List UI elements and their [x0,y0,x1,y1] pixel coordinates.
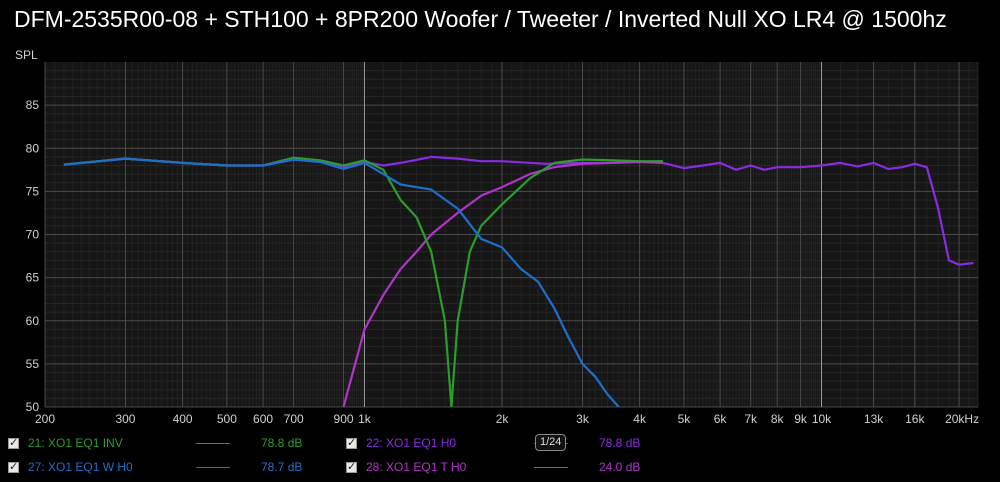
legend-line-swatch [534,466,568,468]
x-tick-label: 700 [284,412,304,426]
series-layer [63,155,974,407]
y-tick-label: 80 [26,141,40,155]
y-tick-label: 85 [26,98,40,112]
x-tick-label: 6k [714,412,728,426]
legend-entry: 27: XO1 EQ1 W H0 78.7 dB [8,457,302,477]
x-tick-label: 300 [115,412,135,426]
legend-series-name: 27: XO1 EQ1 W H0 [28,460,133,474]
x-tick-label: 10k [812,412,832,426]
chart-title: DFM-2535R00-08 + STH100 + 8PR200 Woofer … [14,6,947,32]
smoothing-badge[interactable]: 1/24 [535,434,567,451]
legend-series-name: 22: XO1 EQ1 H0 [366,436,457,450]
legend-value: 78.7 dB [261,460,303,474]
y-tick-label: 60 [26,314,40,328]
x-tick-label: 5k [678,412,692,426]
x-tick-label: 20kHz [945,412,979,426]
x-tick-label: 200 [35,412,55,426]
legend-entry: 21: XO1 EQ1 INV 78.8 dB [8,433,302,453]
series-visibility-checkbox[interactable] [346,460,357,473]
series-line-4 [342,160,664,407]
series-line-2 [63,155,974,266]
legend-entry: 22: XO1 EQ1 H0 1/24 78.8 dB [346,433,640,453]
legend-line-swatch [196,442,230,444]
grid-lines [44,62,979,408]
y-tick-label: 55 [26,357,40,371]
x-tick-label: 400 [173,412,193,426]
axes: 50 55 60 65 70 75 80 85 200 300 400 500 600 700 900 1k 2… [15,48,979,426]
series-visibility-checkbox[interactable] [346,436,357,449]
x-tick-label: 8k [771,412,785,426]
y-tick-label: 65 [26,271,40,285]
x-tick-label: 3k [576,412,590,426]
x-tick-label: 13k [864,412,884,426]
series-visibility-checkbox[interactable] [8,436,19,449]
x-tick-label: 1k [358,412,372,426]
legend-value: 24.0 dB [599,460,641,474]
x-tick-label: 2k [496,412,510,426]
y-tick-label: 50 [26,400,40,414]
y-tick-label: 70 [26,228,40,242]
x-tick-label: 9k [794,412,808,426]
legend-value: 78.8 dB [599,436,641,450]
x-tick-label: 500 [217,412,237,426]
y-axis-label: SPL [15,48,38,62]
x-tick-label: 16k [905,412,925,426]
x-tick-label: 900 [334,412,354,426]
series-line-3 [63,157,620,407]
legend-value: 78.8 dB [261,436,303,450]
x-tick-label: 4k [633,412,647,426]
legend-entry: 28: XO1 EQ1 T H0 24.0 dB [346,457,640,477]
series-visibility-checkbox[interactable] [8,460,19,473]
legend-line-swatch [196,466,230,468]
y-tick-label: 75 [26,184,40,198]
x-tick-label: 600 [253,412,273,426]
legend-series-name: 28: XO1 EQ1 T H0 [366,460,467,474]
legend-series-name: 21: XO1 EQ1 INV [28,436,123,450]
x-tick-label: 7k [744,412,758,426]
